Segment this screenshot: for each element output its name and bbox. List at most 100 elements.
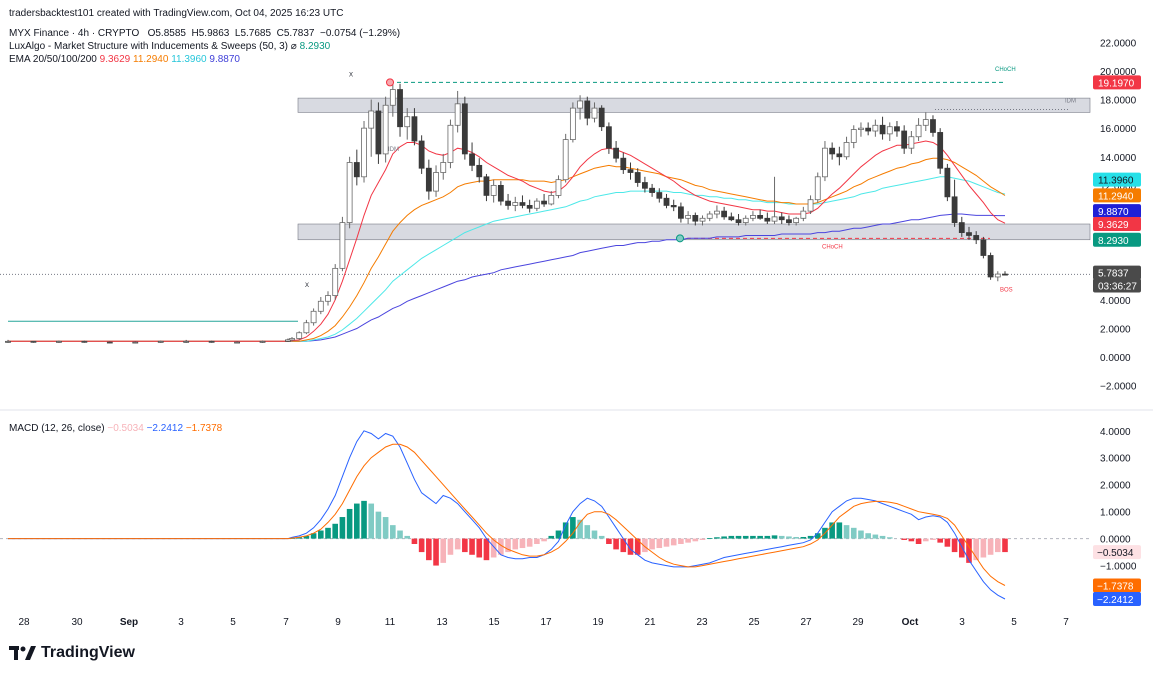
- candle-body: [569, 107, 576, 141]
- candle-body: [850, 129, 857, 143]
- macd-hist-bar: [404, 535, 411, 539]
- tradingview-brand: TradingView: [9, 644, 135, 662]
- ema100-value: 11.3960: [171, 54, 207, 65]
- macd-hist-bar: [879, 535, 886, 539]
- price-tag-support: 8.2930: [1098, 236, 1129, 247]
- ema-name[interactable]: EMA 20/50/100/200: [9, 54, 97, 65]
- candle-body: [699, 217, 706, 222]
- published-info: tradersbacktest101 created with TradingV…: [9, 8, 343, 19]
- candle-body: [605, 126, 612, 149]
- candle-body: [620, 157, 627, 171]
- y-tick-label: −2.0000: [1100, 382, 1137, 393]
- candle-body: [951, 196, 958, 223]
- macd-line-value: −2.2412: [146, 423, 184, 434]
- candle-body: [1002, 273, 1008, 276]
- candle-body: [678, 206, 684, 219]
- macd-hist-bar: [706, 538, 713, 539]
- macd-line: [8, 430, 1006, 600]
- chart-canvas[interactable]: 22.0000 20.0000 18.0000 16.0000 14.0000 12.00…: [0, 0, 1153, 640]
- candle-body: [418, 140, 425, 169]
- macd-y-tick-label: 4.0000: [1100, 427, 1131, 438]
- candle-body: [908, 136, 915, 149]
- macd-hist-bar: [750, 535, 756, 539]
- macd-hist-bar: [361, 500, 367, 539]
- macd-legend[interactable]: MACD (12, 26, close) −0.5034 −2.2412 −1.…: [9, 423, 222, 434]
- macd-hist-bar: [447, 538, 454, 555]
- price-tag-ema200: 9.8870: [1098, 207, 1129, 218]
- price-tag-support-bg: [1093, 232, 1141, 247]
- macd-y-tick-label: −1.0000: [1100, 562, 1137, 573]
- macd-tag-macd: −2.2412: [1097, 595, 1134, 606]
- y-tick-label: 22.0000: [1100, 38, 1137, 49]
- indicator-ema-legend[interactable]: EMA 20/50/100/200 9.3629 11.2940 11.3960…: [9, 54, 240, 65]
- macd-hist-bar: [757, 535, 763, 539]
- x-tick-label: 3: [178, 617, 184, 628]
- x-tick-label: 21: [644, 617, 656, 628]
- indicator-luxalgo-legend[interactable]: LuxAlgo - Market Structure with Induceme…: [9, 41, 330, 52]
- macd-hist-bar: [397, 530, 403, 539]
- macd-hist-bar: [994, 538, 1001, 553]
- price-tag-ema20: 9.3629: [1098, 220, 1129, 231]
- macd-hist-bar: [627, 538, 634, 555]
- macd-hist-bar: [800, 536, 807, 539]
- candle-body: [656, 192, 663, 199]
- macd-hist-bar: [714, 537, 720, 539]
- candle-body: [778, 216, 785, 221]
- macd-hist-bar: [642, 538, 648, 553]
- ohlc-low: 5.7685: [240, 28, 272, 39]
- candle-body: [375, 110, 382, 155]
- price-tag-countdown-bg: [1093, 278, 1141, 293]
- y-tick-label: 20.0000: [1100, 67, 1137, 78]
- candle-body: [389, 89, 396, 106]
- macd-hist-bar: [498, 538, 504, 555]
- candle-body: [706, 213, 713, 219]
- price-tag-ema100: 11.3960: [1098, 176, 1134, 187]
- macd-hist-bar: [865, 533, 871, 539]
- macd-hist-bar: [930, 538, 936, 540]
- candle-body: [317, 300, 324, 312]
- y-tick-label: 16.0000: [1100, 124, 1137, 135]
- macd-hist-bar: [426, 538, 432, 561]
- macd-y-tick-label: 1.0000: [1100, 508, 1131, 519]
- candle-body: [289, 338, 295, 341]
- macd-hist-bar: [598, 535, 605, 539]
- candle-body: [346, 162, 353, 223]
- macd-hist-bar: [656, 538, 663, 549]
- macd-hist-bar: [375, 511, 382, 539]
- candle-body: [425, 167, 432, 192]
- candle-body: [591, 107, 598, 119]
- symbol-name[interactable]: MYX Finance · 4h · CRYPTO: [9, 28, 140, 39]
- candle-body: [303, 322, 310, 334]
- macd-hist-bar: [332, 523, 339, 539]
- macd-signal-line: [8, 443, 1006, 586]
- macd-hist-bar: [390, 525, 396, 539]
- ema20-value: 9.3629: [99, 54, 131, 65]
- x-tick-label: 7: [283, 617, 289, 628]
- symbol-legend[interactable]: MYX Finance · 4h · CRYPTO O5.8585 H5.986…: [9, 28, 400, 39]
- macd-hist-bar: [699, 538, 706, 540]
- x-tick-label: 5: [1011, 617, 1017, 628]
- macd-hist-bar: [901, 538, 907, 540]
- candle-body: [865, 127, 872, 132]
- macd-name[interactable]: MACD (12, 26, close): [9, 423, 105, 434]
- candle-body: [368, 110, 375, 129]
- candle-body: [361, 127, 367, 178]
- macd-tag-hist: −0.5034: [1097, 548, 1134, 559]
- luxalgo-name[interactable]: LuxAlgo - Market Structure with Induceme…: [9, 41, 289, 52]
- macd-hist-bar: [721, 536, 727, 539]
- macd-hist-bar: [771, 535, 778, 539]
- macd-hist-bar: [577, 519, 583, 539]
- x-marker-label: X: [349, 73, 353, 79]
- macd-tag-signal: −1.7378: [1097, 582, 1134, 593]
- macd-hist-bar: [591, 530, 598, 539]
- x-tick-label: 25: [748, 617, 760, 628]
- candle-body: [440, 162, 447, 173]
- tradingview-logo-icon: [9, 645, 36, 660]
- candle-body: [497, 184, 504, 202]
- candle-body: [454, 103, 461, 126]
- candle-body: [157, 340, 164, 343]
- macd-hist-bar: [764, 535, 771, 539]
- candle-body: [879, 124, 886, 135]
- ohlc-open: 5.8585: [155, 28, 186, 39]
- price-tag-ema100-bg: [1093, 172, 1141, 187]
